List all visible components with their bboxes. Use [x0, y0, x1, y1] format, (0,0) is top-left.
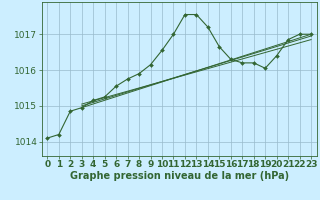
X-axis label: Graphe pression niveau de la mer (hPa): Graphe pression niveau de la mer (hPa) — [70, 171, 289, 181]
